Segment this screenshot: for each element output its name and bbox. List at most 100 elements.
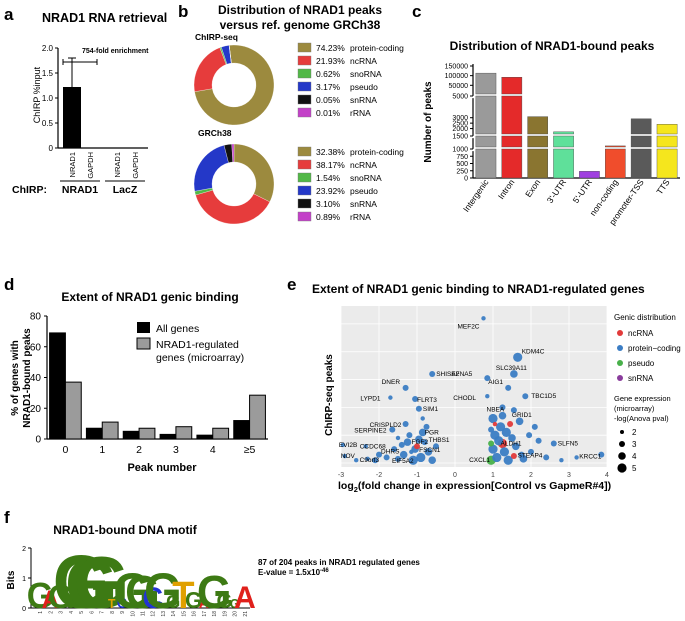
e-point-label: PGR	[425, 429, 439, 436]
c-ytick-label: 750	[456, 154, 468, 161]
b2-legend-label: rRNA	[350, 212, 371, 222]
f-logo-letter-16: G	[185, 587, 202, 613]
d-xtick-label: ≥5	[244, 444, 256, 456]
e-point-crispld2	[402, 421, 409, 428]
c-bar-non-coding-seg1	[605, 145, 626, 148]
donut1-title: ChIRP-seq	[195, 32, 238, 42]
c-bar-promoter-tss-seg1	[630, 135, 652, 148]
d-xtick-label: 1	[99, 444, 105, 456]
d-bar-nrad1-regulate-4	[212, 427, 230, 440]
f-position-label: 17	[202, 611, 208, 617]
b2-legend-value: 32.38%	[316, 147, 345, 157]
e-point	[543, 454, 550, 461]
group-label-nrad1: NRAD1	[62, 184, 98, 196]
b1-legend-value: 0.05%	[316, 95, 341, 105]
c-ytick-label: 1000	[452, 147, 468, 154]
b1-legend-label: snRNA	[350, 95, 377, 105]
e-point	[508, 434, 516, 442]
d-xtick-label: 4	[210, 444, 216, 456]
panel-b-title-line1: Distribution of NRAD1 peaks	[218, 3, 382, 17]
e-size-dot-3	[619, 441, 625, 447]
e-point-nbea	[499, 404, 506, 411]
d-xtick-label: 0	[62, 444, 68, 456]
b1-slice-ncrna	[193, 47, 227, 92]
d-ytick-label: 80	[30, 312, 42, 323]
c-ytick-label: 0	[464, 176, 468, 183]
c-bar-3-utr-seg2	[553, 131, 574, 135]
panel-e-chart: -3 -2 -1 0 1 2 3 4 MEF2C KDM4C SLC39A11 EFNA5 AIG1 TB…	[338, 306, 609, 479]
b2-legend-swatch-snrna	[297, 198, 312, 209]
e-point-label: FLRT3	[417, 397, 437, 404]
panel-d-ylabel-1: % of genes with	[10, 340, 21, 416]
e-point-label: SLFN5	[558, 441, 579, 448]
b1-legend-swatch-ncrna	[297, 55, 312, 66]
f-logo-letter-19: G	[217, 590, 233, 613]
f-position-label: 11	[141, 611, 147, 616]
donut2-title: GRCh38	[198, 128, 232, 138]
e-point-thbs1	[421, 439, 428, 446]
b1-legend-swatch-snrna	[297, 94, 312, 105]
e-legend-label: ncRNA	[628, 329, 654, 338]
e-point	[531, 423, 538, 430]
d-bar-nrad1-regulate-2	[138, 427, 156, 440]
b2-legend-label: pseudo	[350, 186, 378, 196]
b1-slice-protein-coding	[194, 44, 275, 126]
panel-a-ylabel: ChIRP %input	[32, 66, 42, 123]
b2-slice-protein-coding	[233, 143, 275, 203]
f-position-label: 12	[151, 611, 157, 617]
e-xtick-label: -3	[338, 472, 344, 479]
f-position-label: 4	[69, 611, 75, 614]
a-ytick-label: 0	[49, 144, 54, 153]
c-bar-exon-seg2	[527, 116, 548, 135]
e-legend-dot-ncrna	[617, 330, 623, 336]
e-xtick-label: -2	[376, 472, 382, 479]
d-ytick-label: 20	[30, 404, 42, 415]
c-bar-non-coding-seg0	[605, 148, 626, 179]
a-ytick-label: 2.0	[42, 44, 54, 53]
e-point-label: ALDH1	[501, 441, 522, 448]
b2-legend-value: 3.10%	[316, 199, 341, 209]
b1-legend-swatch-snorna	[297, 68, 312, 79]
legend-swatch-all-genes	[137, 322, 150, 333]
e-point-label: AIG1	[488, 379, 503, 386]
e-xtick-label: -1	[414, 472, 420, 479]
e-size-dot-4	[618, 452, 626, 460]
a-xtick-label: NRAD1	[113, 152, 122, 177]
e-point	[494, 436, 504, 446]
b1-slice-rrna	[229, 45, 232, 64]
panel-a: a NRAD1 RNA retrieval ChIRP %input 0 0.5 1…	[4, 5, 167, 196]
c-ytick-label: 100000	[445, 73, 468, 80]
panel-d-title: Extent of NRAD1 genic binding	[61, 290, 238, 304]
e-point-evi2b	[340, 442, 346, 448]
e-legend-label: snRNA	[628, 374, 654, 383]
panel-e-title: Extent of NRAD1 genic binding to NRAD1-r…	[312, 282, 645, 296]
f-logo-letter-13: G	[144, 563, 182, 619]
d-bar-all-genes-1	[85, 427, 103, 440]
c-bar-intron-seg0	[501, 148, 523, 179]
e-point-nov	[342, 453, 347, 459]
e-point	[519, 455, 528, 463]
e-point-c9orf3	[365, 456, 370, 462]
b1-legend-label: ncRNA	[350, 56, 377, 66]
b1-legend-label: pseudo	[350, 82, 378, 92]
panel-e-legend: ncRNA protein−coding pseudo snRNA	[617, 329, 681, 383]
c-ytick-label: 500	[456, 161, 468, 168]
d-bar-all-genes-4	[196, 434, 214, 440]
d-bar-nrad1-regulate-1	[101, 421, 119, 440]
e-point	[420, 416, 425, 421]
d-bar-nrad1-regulate-5	[249, 394, 266, 440]
e-point-kdm4c	[513, 352, 523, 362]
c-ytick-label: 250	[456, 168, 468, 175]
legend-label-all-genes: All genes	[156, 323, 199, 335]
e-point-mef2c	[481, 316, 486, 321]
e-point-grid1	[510, 407, 517, 414]
e-point-aig1	[505, 384, 512, 391]
d-bar-nrad1-regulate-0	[64, 381, 82, 440]
f-position-label: 9	[120, 611, 126, 614]
d-ytick-label: 40	[30, 373, 42, 384]
e-point-label: KDM4C	[522, 348, 545, 355]
panel-d-letter: d	[4, 275, 14, 294]
e-point-label: KRCC1	[579, 454, 601, 461]
f-logo-letter-14: G	[166, 591, 180, 612]
